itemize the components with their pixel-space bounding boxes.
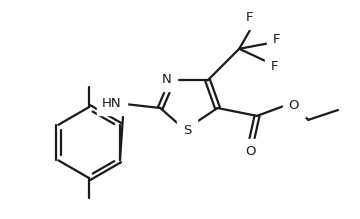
- Text: F: F: [273, 33, 280, 46]
- Text: F: F: [271, 60, 279, 73]
- Text: F: F: [246, 11, 253, 24]
- Text: S: S: [183, 124, 191, 137]
- Text: O: O: [245, 145, 255, 158]
- Text: O: O: [289, 99, 299, 111]
- Text: N: N: [161, 73, 171, 86]
- Text: HN: HN: [102, 97, 122, 110]
